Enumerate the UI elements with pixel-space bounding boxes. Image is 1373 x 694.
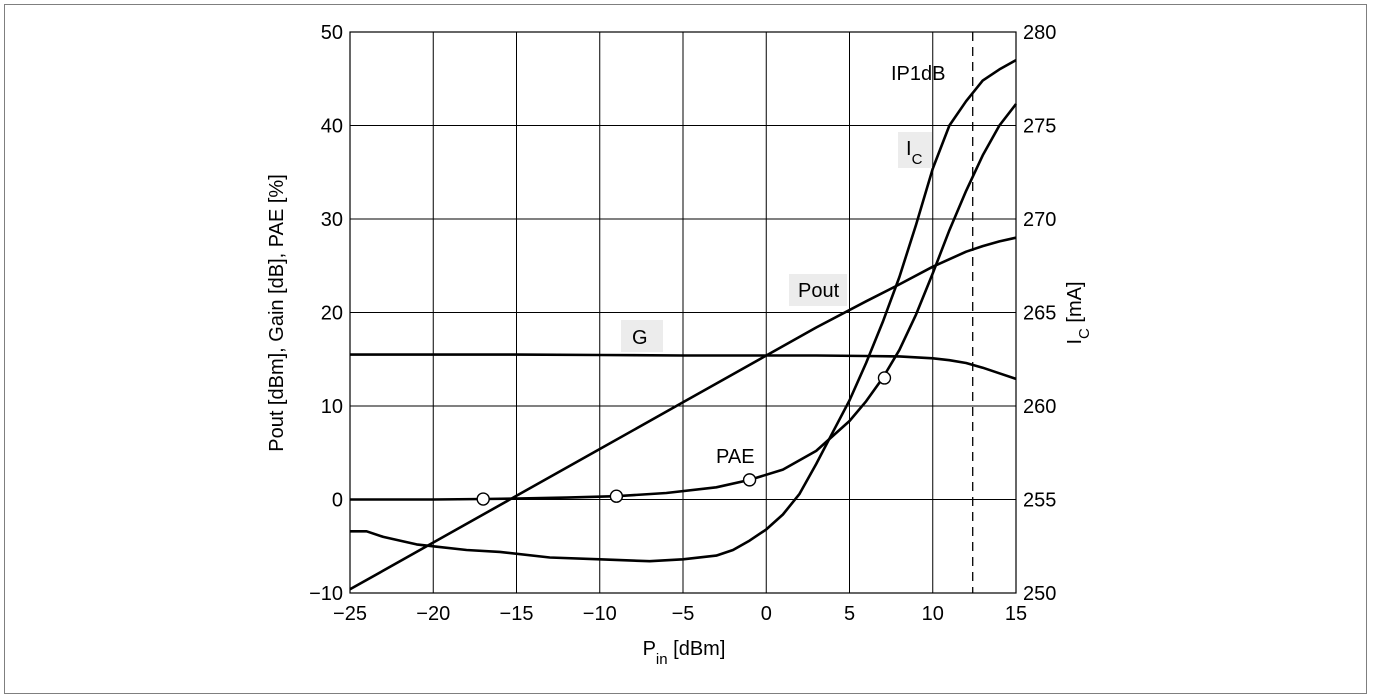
y-right-tick-label: 255 xyxy=(1023,490,1056,512)
series-line-pout xyxy=(349,236,1017,591)
series-line-ic xyxy=(350,58,1017,563)
pae-markers xyxy=(476,371,892,506)
annotation-g-bg xyxy=(621,320,663,352)
y-right-tick-label: 260 xyxy=(1023,396,1056,418)
x-tick-label: −20 xyxy=(416,603,450,625)
pae-marker xyxy=(609,489,624,503)
y-left-axis-label: Pout [dBm], Gain [dB], PAE [%] xyxy=(266,174,288,452)
y-right-tick-labels: 250 255 260 265 270 275 280 xyxy=(1023,22,1056,605)
y-left-tick-label: 20 xyxy=(321,303,343,325)
y-right-tick-label: 250 xyxy=(1023,583,1056,605)
x-tick-label: 0 xyxy=(761,603,772,625)
x-tick-label: −10 xyxy=(583,603,617,625)
series-line-pae xyxy=(350,103,1018,501)
x-axis-label: Pin [dBm] xyxy=(643,638,726,668)
y-right-tick-label: 280 xyxy=(1023,22,1056,44)
annotation-ic-bg xyxy=(898,132,932,168)
figure-frame xyxy=(4,4,1367,694)
annotation-pout: Pout xyxy=(798,280,840,302)
y-left-tick-label: −10 xyxy=(309,583,343,605)
y-right-tick-label: 275 xyxy=(1023,116,1056,138)
x-tick-label: −5 xyxy=(672,603,695,625)
y-left-tick-label: 0 xyxy=(332,490,343,512)
y-left-tick-labels: −10 0 10 20 30 40 50 xyxy=(309,22,343,605)
series-group xyxy=(349,58,1018,591)
series-line-gain xyxy=(350,353,1017,381)
annotation-ip1db: IP1dB xyxy=(891,63,945,85)
pae-marker xyxy=(877,371,892,385)
x-tick-label: 10 xyxy=(922,603,944,625)
x-tick-label: 15 xyxy=(1005,603,1027,625)
x-tick-labels: −25 −20 −15 −10 −5 0 5 10 15 xyxy=(333,603,1027,625)
y-right-tick-label: 270 xyxy=(1023,209,1056,231)
annotation-pout-bg xyxy=(789,274,847,306)
annotation-ic: IC xyxy=(906,138,923,168)
y-left-tick-label: 10 xyxy=(321,396,343,418)
y-right-tick-label: 265 xyxy=(1023,303,1056,325)
plot-area xyxy=(349,31,1017,594)
pae-marker xyxy=(742,473,757,487)
x-tick-label: −15 xyxy=(500,603,534,625)
y-left-tick-label: 50 xyxy=(321,22,343,44)
pae-marker xyxy=(476,492,490,506)
annotation-g: G xyxy=(632,327,648,349)
y-right-axis-label: IC [mA] xyxy=(1064,281,1093,344)
x-tick-label: −25 xyxy=(333,603,367,625)
y-left-tick-label: 30 xyxy=(321,209,343,231)
x-tick-label: 5 xyxy=(844,603,855,625)
y-left-tick-label: 40 xyxy=(321,116,343,138)
annotation-pae: PAE xyxy=(716,446,755,468)
